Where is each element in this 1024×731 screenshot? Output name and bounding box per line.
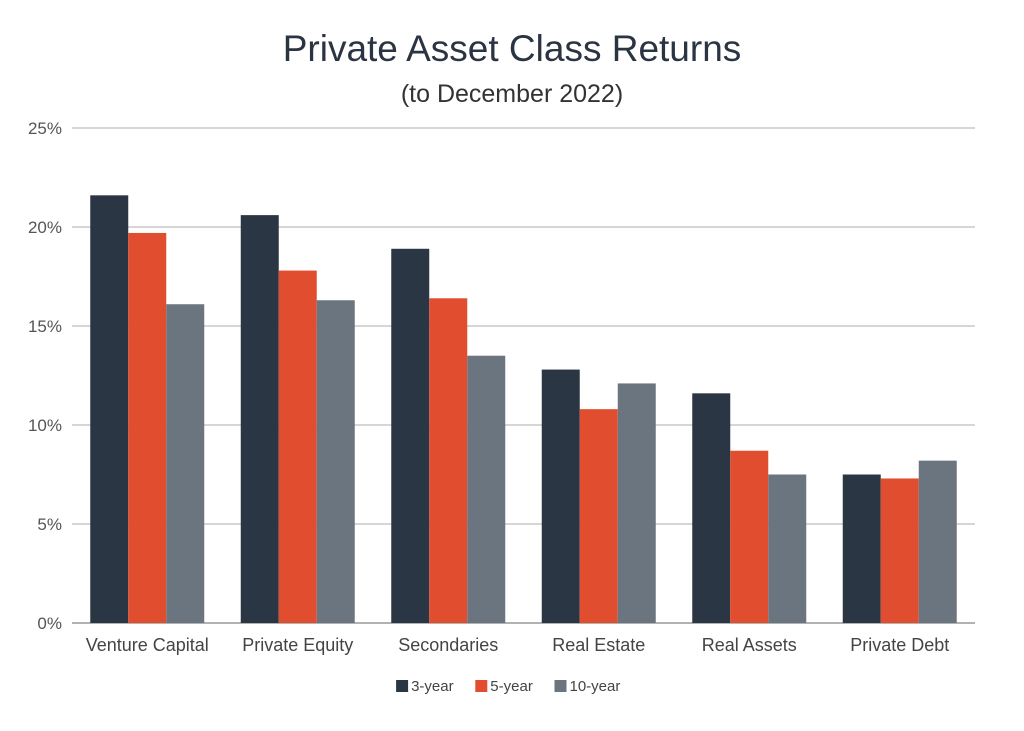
legend-swatch bbox=[396, 680, 409, 692]
x-category-label: Secondaries bbox=[398, 635, 498, 655]
bar bbox=[541, 369, 580, 623]
bar bbox=[316, 300, 355, 623]
y-tick-label: 20% bbox=[28, 218, 62, 237]
y-tick-label: 15% bbox=[28, 317, 62, 336]
bar bbox=[880, 478, 919, 623]
legend-label: 5-year bbox=[490, 678, 533, 695]
y-tick-label: 5% bbox=[37, 515, 62, 534]
legend-swatch bbox=[554, 680, 567, 692]
y-tick-label: 25% bbox=[28, 119, 62, 138]
bar bbox=[240, 215, 279, 623]
bar bbox=[391, 248, 430, 623]
y-tick-label: 0% bbox=[37, 614, 62, 633]
bar bbox=[128, 232, 167, 623]
bar bbox=[730, 450, 769, 623]
bar bbox=[918, 460, 957, 623]
y-tick-label: 10% bbox=[28, 416, 62, 435]
x-category-label: Real Assets bbox=[702, 635, 797, 655]
bar bbox=[166, 304, 205, 623]
chart-title: Private Asset Class Returns bbox=[282, 28, 742, 69]
legend-label: 3-year bbox=[411, 678, 454, 695]
bar bbox=[617, 383, 656, 623]
legend-label: 10-year bbox=[570, 678, 621, 695]
x-category-label: Venture Capital bbox=[86, 635, 209, 655]
bar bbox=[90, 195, 129, 623]
chart-subtitle: (to December 2022) bbox=[400, 80, 624, 108]
legend-swatch bbox=[475, 680, 488, 692]
bar bbox=[842, 474, 881, 623]
bar bbox=[429, 298, 468, 623]
x-category-label: Private Debt bbox=[850, 635, 949, 655]
bar bbox=[278, 270, 317, 623]
bar bbox=[768, 474, 807, 623]
x-category-label: Real Estate bbox=[552, 635, 645, 655]
bar bbox=[692, 393, 731, 623]
x-category-label: Private Equity bbox=[242, 635, 353, 655]
bar bbox=[467, 355, 506, 623]
bar bbox=[579, 409, 618, 623]
